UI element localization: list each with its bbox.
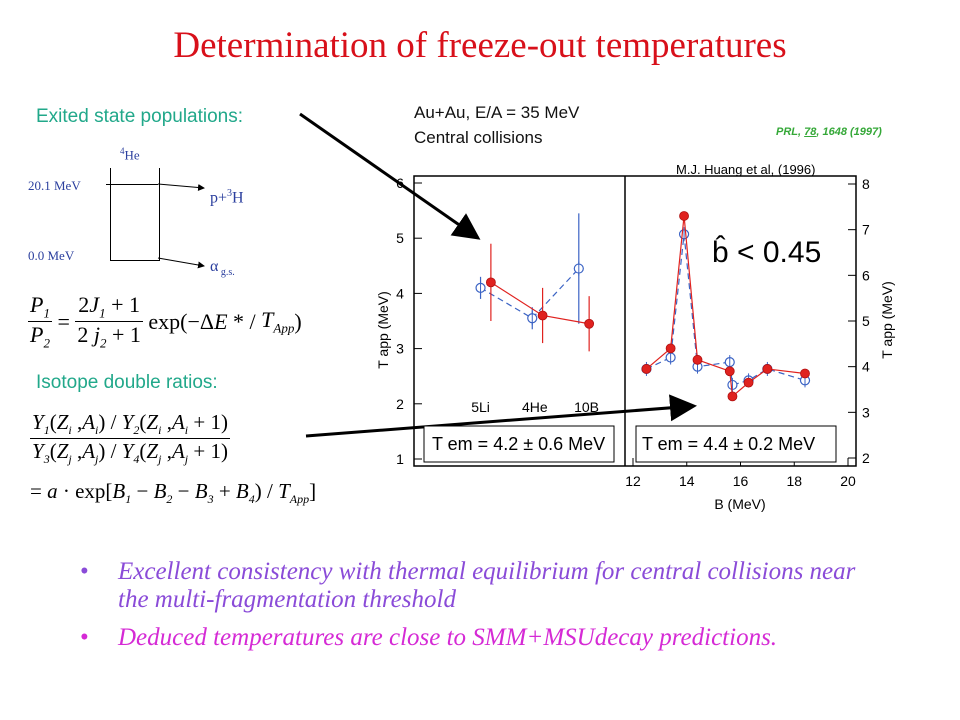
category-label: 5Li	[471, 399, 490, 415]
pointer-arrow-upper	[299, 112, 481, 240]
right-data-point	[724, 366, 735, 377]
right-series-line	[646, 234, 806, 386]
right-data-point	[641, 364, 652, 374]
decay-channel-lower: α g.s.	[210, 258, 235, 279]
decay-channel-upper: p+3H	[210, 188, 244, 207]
y-tick-label-right: 4	[862, 359, 870, 375]
y-tick-label-right: 7	[862, 222, 870, 238]
y-tick-label-left: 4	[396, 285, 404, 301]
y-tick-label-right: 3	[862, 404, 870, 420]
excited-level-line	[106, 184, 158, 185]
x-axis-label: B (MeV)	[714, 496, 765, 512]
y-tick-label-right: 8	[862, 176, 870, 192]
right-data-point	[692, 354, 703, 365]
x-tick-label: 18	[786, 473, 802, 489]
category-label: 4He	[522, 399, 548, 415]
left-data-point	[584, 318, 595, 329]
y-tick-label-left: 6	[396, 175, 404, 191]
double-ratio-formula: Y1(Zi ,Ai) / Y2(Zi ,Ai + 1) Y3(Zj ,Aj) /…	[30, 410, 317, 507]
x-tick-label: 12	[625, 473, 641, 489]
y-axis-label-right: T app (MeV)	[879, 281, 895, 359]
y-tick-label-right: 5	[862, 313, 870, 329]
x-tick-label: 20	[840, 473, 856, 489]
system-label: Au+Au, E/A = 35 MeV	[414, 103, 580, 122]
y-tick-label-left: 2	[396, 396, 404, 412]
system-info: Au+Au, E/A = 35 MeV Central collisions	[414, 100, 579, 150]
y-tick-label-right: 2	[862, 450, 870, 466]
decay-arrows	[157, 183, 205, 269]
level-energy-top: 20.1 MeV	[28, 178, 81, 193]
level-energy-bottom: 0.0 MeV	[28, 248, 75, 263]
annotation-box-right	[635, 425, 837, 463]
x-tick-label: 16	[733, 473, 749, 489]
left-data-point	[485, 277, 496, 288]
x-tick-label: 14	[679, 473, 695, 489]
right-data-point	[727, 391, 738, 402]
left-series-line	[480, 268, 580, 320]
exited-state-label: Exited state populations:	[36, 106, 244, 127]
pointer-arrow-lower	[305, 394, 697, 438]
left-data-point	[537, 310, 548, 321]
collisions-label: Central collisions	[414, 128, 543, 147]
right-data-point	[679, 211, 689, 221]
annotation-box-left	[423, 425, 615, 463]
y-tick-label-right: 6	[862, 267, 870, 283]
y-axis-label-left: T app (MeV)	[375, 291, 391, 369]
annotation-left: T em = 4.2 ± 0.6 MeV	[432, 434, 605, 454]
right-data-point	[762, 364, 773, 374]
annotation-right: T em = 4.4 ± 0.2 MeV	[642, 434, 815, 454]
bullet-list: • Excellent consistency with thermal equi…	[80, 558, 880, 662]
y-tick-label-left: 1	[396, 451, 404, 467]
right-data-point	[800, 368, 810, 379]
category-label: 10B	[574, 399, 599, 415]
y-tick-label-left: 3	[396, 341, 404, 357]
isotope-ratio-label: Isotope double ratios:	[36, 372, 218, 393]
level-scheme-box	[110, 168, 160, 261]
bullet-item: • Excellent consistency with thermal equi…	[80, 558, 856, 613]
journal-reference: PRL, 78, 1648 (1997)	[776, 126, 882, 138]
he4-nucleus-label: 4He	[120, 146, 140, 163]
slide-title: Determination of freeze-out temperatures	[173, 25, 787, 66]
right-data-point	[743, 377, 754, 388]
impact-parameter-formula: b̂ < 0.45	[712, 236, 821, 269]
population-ratio-formula: P1 P2 = 2J1 + 1 2 j2 + 1 exp(−ΔE * / TAp…	[28, 292, 302, 351]
right-data-point	[665, 343, 676, 354]
y-tick-label-left: 5	[396, 230, 404, 246]
citation-label: M.J. Huang et al, (1996)	[676, 162, 815, 177]
bullet-item: • Deduced temperatures are close to SMM+M…	[80, 624, 778, 651]
